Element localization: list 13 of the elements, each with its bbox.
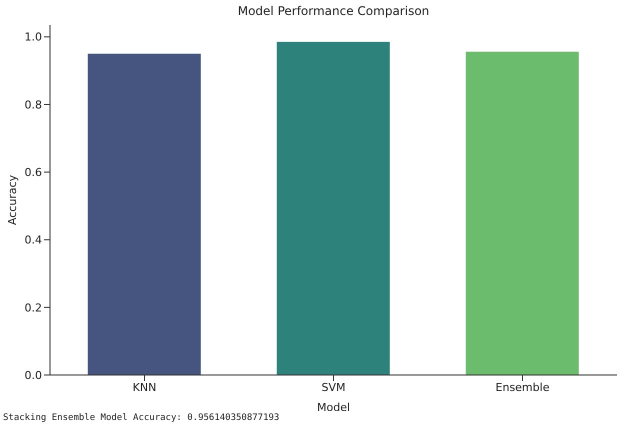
x-tick-label: KNN: [132, 380, 156, 394]
x-axis-title: Model: [316, 401, 350, 414]
text: Stacking Ensemble Model Accuracy: 0.956140350877193: [3, 413, 280, 423]
x-tick-label: Ensemble: [496, 380, 550, 394]
x-tick-label: SVM: [322, 380, 346, 394]
y-tick-label: 0.0: [24, 368, 42, 382]
y-tick-label: 0.4: [24, 234, 42, 247]
y-axis-title: Accuracy: [6, 174, 19, 226]
y-tick-label: 0.8: [24, 98, 42, 112]
y-tick-label: 1.0: [24, 30, 42, 44]
chart-title: Model Performance Comparison: [236, 4, 430, 18]
y-tick-label: 0.6: [24, 166, 42, 180]
y-tick-label: 0.2: [24, 301, 42, 314]
